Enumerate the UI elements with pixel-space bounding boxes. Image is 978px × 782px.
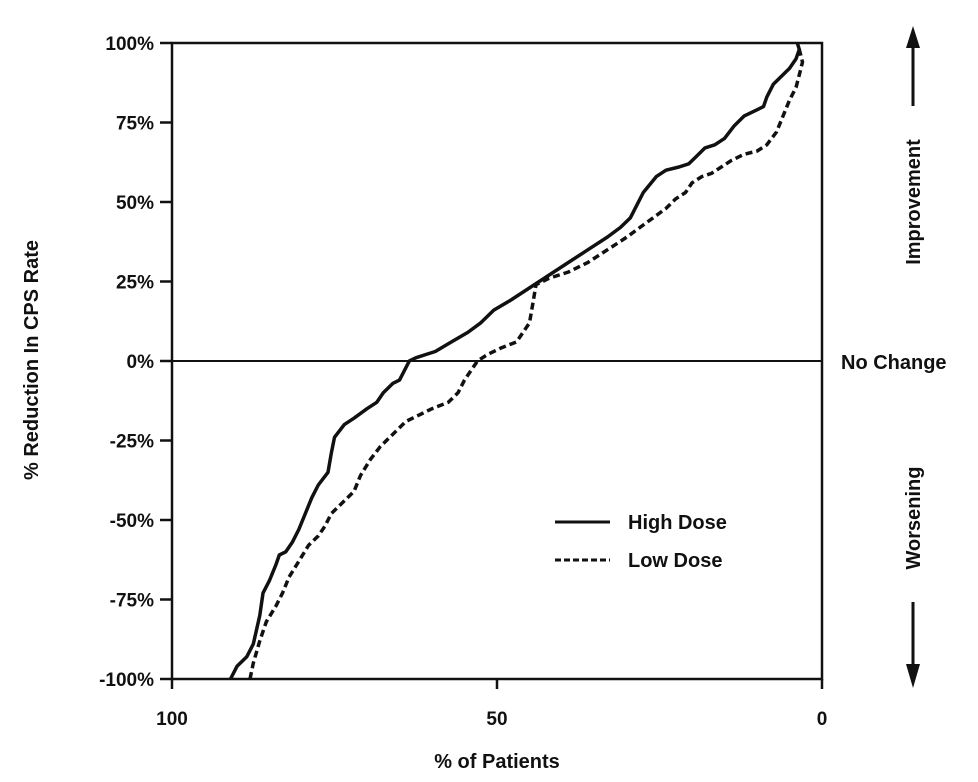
- y-tick-label: 50%: [116, 193, 154, 214]
- legend-label: High Dose: [628, 512, 727, 534]
- y-tick-label: 25%: [116, 273, 154, 294]
- tick-layer: 100% 75% 50% 25% 0% -25% -50% -75% -100%100 50 0: [99, 34, 827, 730]
- improvement-label: Improvement: [903, 139, 925, 265]
- annotation-layer: No Change Improvement Worsening: [841, 26, 947, 688]
- y-tick-label: -100%: [99, 670, 154, 691]
- x-tick-label: 0: [817, 709, 828, 730]
- x-tick-label: 100: [156, 709, 188, 730]
- no-change-label: No Change: [841, 352, 947, 374]
- y-tick-label: 0%: [127, 352, 155, 373]
- y-axis-title: % Reduction In CPS Rate: [21, 240, 43, 480]
- worsening-arrow-head-icon: [906, 664, 920, 688]
- y-tick-label: -75%: [110, 591, 154, 612]
- worsening-label: Worsening: [903, 467, 925, 570]
- legend-label: Low Dose: [628, 550, 722, 572]
- y-tick-label: 100%: [105, 34, 154, 55]
- series-layer: [228, 42, 805, 680]
- x-tick-label: 50: [486, 709, 507, 730]
- y-tick-label: -25%: [110, 432, 154, 453]
- series-line-low-dose: [248, 48, 805, 680]
- y-tick-label: -50%: [110, 511, 154, 532]
- improvement-arrow-head-icon: [906, 26, 920, 48]
- y-tick-label: 75%: [116, 114, 154, 135]
- legend: High Dose Low Dose: [555, 512, 727, 572]
- x-axis-title: % of Patients: [434, 751, 560, 773]
- series-line-high-dose: [228, 42, 802, 680]
